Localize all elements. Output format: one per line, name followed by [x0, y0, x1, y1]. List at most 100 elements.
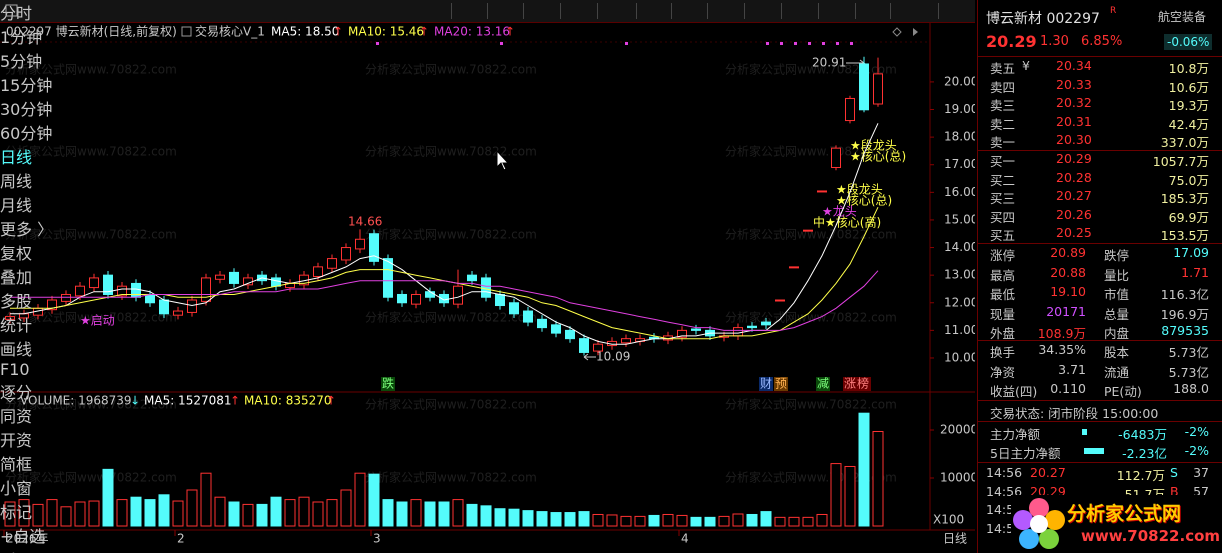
watermark: 分析家公式网www.70822.com — [5, 227, 177, 242]
annotation: ★核心(总) — [836, 194, 892, 208]
diamond-icon[interactable] — [892, 27, 902, 37]
ma10-label: MA10: 15.46 — [348, 25, 424, 39]
toolbar-button[interactable]: 画线 — [0, 340, 33, 359]
y-tick-label: 13.00 — [944, 268, 975, 282]
watermark: 分析家公式网www.70822.com — [725, 144, 897, 159]
watermark: 分析家公式网www.70822.com — [365, 144, 537, 159]
toolbar-button[interactable]: 复权 — [0, 244, 33, 263]
volume-bar — [88, 500, 100, 527]
book-label: 买二 — [990, 172, 1016, 188]
toolbar-button[interactable]: +自选 — [0, 527, 46, 546]
toolbar-button[interactable]: 逐分 — [0, 383, 33, 402]
volume-bar — [186, 489, 198, 527]
candle-body — [859, 63, 869, 111]
tick-side: S — [1170, 465, 1178, 480]
toolbar-button[interactable]: 15分钟 — [0, 76, 53, 95]
toolbar-button[interactable]: F10 — [0, 360, 30, 379]
candle-body — [47, 299, 57, 311]
toolbar-button[interactable]: 开资 — [0, 431, 33, 450]
collapse-icon[interactable] — [5, 397, 15, 403]
menu-icon[interactable] — [5, 4, 19, 18]
y-tick-label: 18.00 — [944, 130, 975, 144]
toolbar-button[interactable]: 更多 〉 — [0, 220, 54, 239]
volume-bar — [144, 499, 156, 527]
candle-body — [593, 343, 603, 352]
candle-body — [579, 338, 589, 353]
toolbar-button[interactable]: 60分钟 — [0, 124, 53, 143]
volume-bar — [46, 499, 58, 527]
volume-bar — [788, 516, 800, 527]
volume-bar — [410, 499, 422, 527]
stat-label: 收益(四) — [990, 384, 1038, 399]
candle-body — [89, 277, 99, 289]
toolbar-button[interactable]: 日线 — [0, 148, 33, 167]
candle-body — [229, 271, 239, 284]
volume-bar — [620, 515, 632, 527]
volume-bar — [214, 496, 226, 527]
volume-bar — [676, 514, 688, 527]
ma5-label: MA5: 18.50 — [271, 25, 339, 39]
chart-title: 002297 博云新材(日线,前复权) — [6, 24, 177, 39]
stat-label: PE(动) — [1104, 384, 1142, 399]
toolbar-separator — [523, 3, 524, 19]
stat-value: 196.9万 — [1160, 306, 1209, 322]
y-tick-label: 10000 — [940, 470, 975, 484]
volume-bar — [452, 499, 464, 527]
toolbar-button[interactable]: 叠加 — [0, 268, 33, 287]
watermark: 分析家公式网www.70822.com — [365, 470, 537, 485]
toolbar-button[interactable]: 分时 — [0, 4, 33, 23]
candle-body — [75, 285, 85, 297]
volume-bar — [74, 501, 86, 527]
play-icon[interactable] — [913, 28, 918, 36]
marker-bg — [381, 377, 395, 391]
toolbar-button[interactable]: 标记 — [0, 503, 33, 522]
volume-bar — [494, 508, 506, 527]
toolbar-button[interactable]: 小窗 — [0, 479, 33, 498]
candle-body — [621, 338, 631, 344]
candle-body — [803, 229, 813, 232]
volume-bar — [690, 516, 702, 527]
toolbar-separator — [855, 3, 856, 19]
toolbar-button[interactable]: 同资 — [0, 407, 33, 426]
toolbar-button[interactable]: 返回 — [0, 547, 975, 553]
volume-label: VOLUME: 1968739 — [20, 394, 132, 408]
book-price: 20.26 — [1056, 206, 1092, 222]
watermark: 分析家公式网www.70822.com — [365, 310, 537, 325]
toolbar-button[interactable]: 多股 — [0, 292, 33, 311]
volume-bar — [438, 501, 450, 527]
stat-value: 1.71 — [1181, 264, 1209, 280]
marker: 减 — [817, 377, 829, 391]
candle-body — [789, 266, 799, 269]
toolbar-button[interactable]: 1分钟 — [0, 28, 43, 47]
toolbar-separator — [636, 3, 637, 19]
separator — [978, 462, 1222, 463]
arrow: ↑ — [505, 25, 515, 39]
volume-bar — [242, 503, 254, 527]
volume-bar — [760, 511, 772, 527]
stat-label: 换手 — [990, 345, 1016, 360]
sector-change: -0.06% — [1164, 34, 1213, 50]
toolbar-button[interactable]: 统计 — [0, 316, 33, 335]
book-label: 买五 — [990, 228, 1016, 243]
indicator-icon[interactable] — [181, 26, 192, 37]
volume-bar — [172, 500, 184, 527]
y-tick-label: 14.00 — [944, 240, 975, 254]
book-label: 买一 — [990, 154, 1016, 169]
arrow: ↑ — [230, 394, 240, 408]
toolbar-separator — [707, 3, 708, 19]
toolbar-button[interactable]: 5分钟 — [0, 52, 43, 71]
volume-bar — [228, 501, 240, 527]
toolbar-button[interactable]: 周线 — [0, 172, 33, 191]
candle-body — [467, 274, 477, 282]
volume-bar — [200, 472, 212, 527]
currency: ¥ — [1022, 58, 1030, 73]
y-tick-label: 20.00 — [944, 74, 975, 88]
candle-body — [201, 277, 211, 302]
chart-bg — [0, 0, 975, 553]
toolbar-button[interactable]: 30分钟 — [0, 100, 53, 119]
toolbar-button[interactable]: 月线 — [0, 196, 33, 215]
toolbar-button[interactable]: 简框 — [0, 455, 33, 474]
candle-body — [173, 310, 183, 316]
vol-ma10-label: MA10: 835270 — [244, 394, 332, 408]
separator — [978, 150, 1222, 151]
